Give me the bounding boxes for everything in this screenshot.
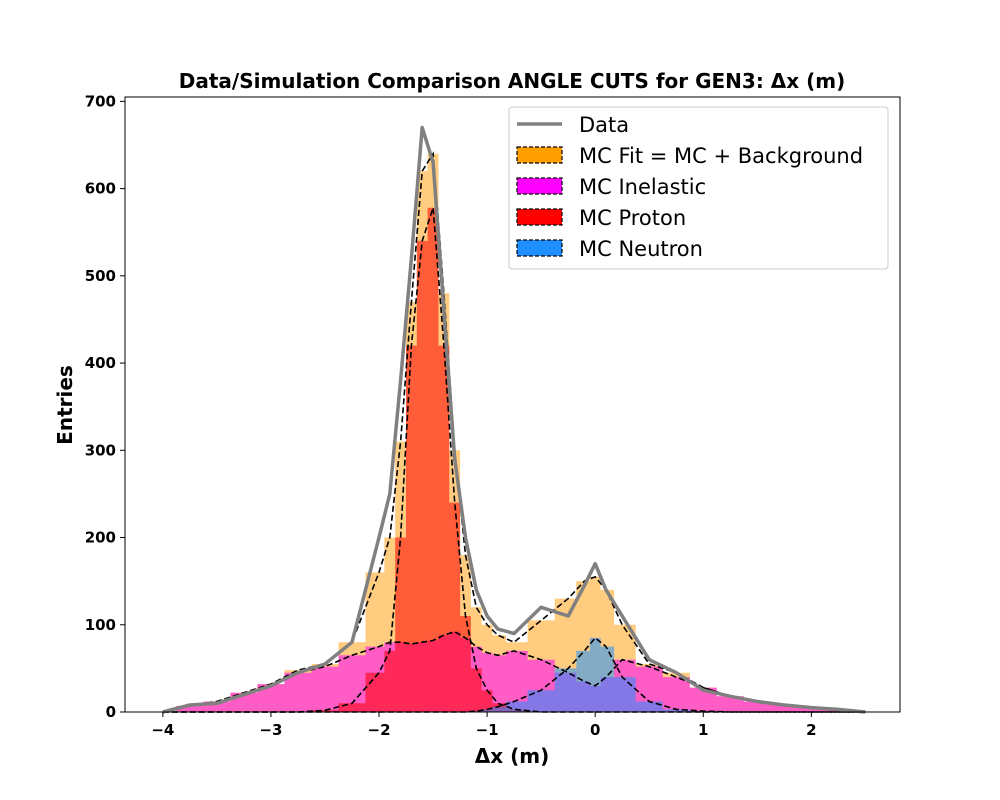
plot-frame xyxy=(124,96,901,713)
legend-label-mc-fit-mc-background: MC Fit = MC + Background xyxy=(579,144,863,168)
x-tick-label: −2 xyxy=(368,721,391,739)
legend-swatch-mc-neutron xyxy=(516,239,563,257)
legend-label-mc-proton: MC Proton xyxy=(579,206,686,230)
x-axis-ticks: −4 −3 −2 −1 0 1 2 xyxy=(151,712,817,739)
x-axis-label: Δx (m) xyxy=(475,744,549,768)
y-axis-label: Entries xyxy=(53,365,77,445)
chart-title: Data/Simulation Comparison ANGLE CUTS fo… xyxy=(179,69,846,93)
y-tick-label: 500 xyxy=(85,267,116,285)
legend-swatch-mc-fit-mc-background xyxy=(516,146,563,164)
y-tick-label: 700 xyxy=(85,92,116,110)
y-tick-label: 600 xyxy=(85,180,116,198)
x-tick-label: 0 xyxy=(590,721,600,739)
legend-label-mc-neutron: MC Neutron xyxy=(579,237,703,261)
y-tick-label: 100 xyxy=(85,616,116,634)
y-axis-ticks: 0 100 200 300 400 500 600 700 xyxy=(85,92,125,721)
series-outline-mc-inelastic xyxy=(162,630,866,713)
legend-label-data: Data xyxy=(579,113,629,137)
x-tick-label: −4 xyxy=(151,721,174,739)
x-tick-label: 1 xyxy=(698,721,708,739)
y-tick-label: 400 xyxy=(85,354,116,372)
y-tick-label: 200 xyxy=(85,529,116,547)
legend-box xyxy=(508,106,889,270)
series-fill-mc-inelastic xyxy=(162,631,866,712)
legend: Data MC Fit = MC + Background MC Inelastic… xyxy=(508,106,889,270)
series-fill-mc-proton xyxy=(162,207,866,713)
legend-swatch-mc-proton xyxy=(516,208,563,226)
legend-swatch-mc-inelastic xyxy=(516,177,563,195)
x-tick-label: −3 xyxy=(259,721,282,739)
plot-fills xyxy=(162,153,866,713)
series-line-data xyxy=(162,125,866,714)
legend-label-mc-inelastic: MC Inelastic xyxy=(579,175,706,199)
y-tick-label: 300 xyxy=(85,441,116,459)
y-tick-label: 0 xyxy=(106,703,116,721)
x-tick-label: −1 xyxy=(476,721,499,739)
series-outline-mc-proton xyxy=(162,207,866,713)
x-tick-label: 2 xyxy=(806,721,816,739)
